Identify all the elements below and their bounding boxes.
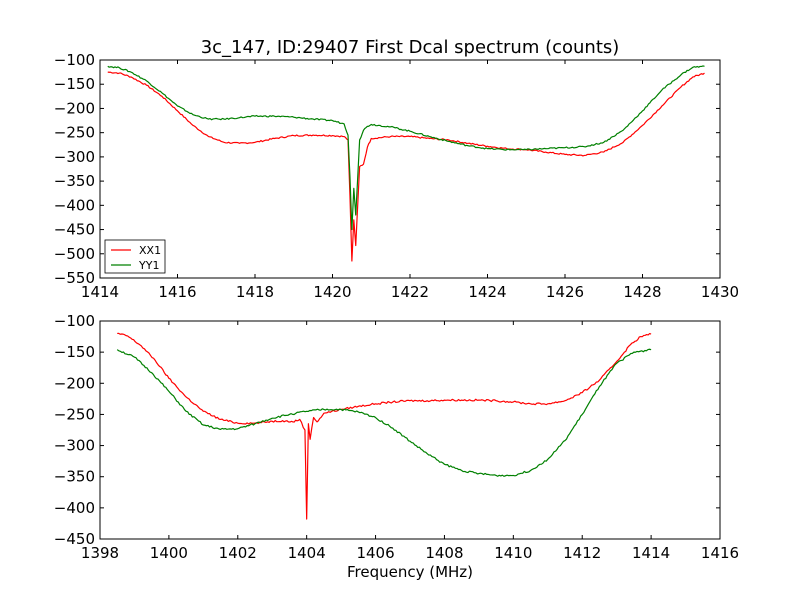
x-axis-label: Frequency (MHz) bbox=[347, 563, 473, 581]
y-tick-label: −350 bbox=[54, 468, 95, 486]
chart-title: 3c_147, ID:29407 First Dcal spectrum (co… bbox=[201, 37, 620, 58]
x-tick-label: 1414 bbox=[81, 283, 119, 301]
legend-box bbox=[104, 239, 166, 274]
x-tick-label: 1420 bbox=[313, 283, 351, 301]
legend-label-xx1: XX1 bbox=[139, 244, 161, 257]
x-tick-label: 1416 bbox=[158, 283, 196, 301]
x-tick-label: 1418 bbox=[236, 283, 274, 301]
x-tick-label: 1410 bbox=[494, 544, 532, 562]
x-tick-label: 1406 bbox=[356, 544, 394, 562]
x-tick-label: 1402 bbox=[219, 544, 257, 562]
y-tick-label: −300 bbox=[54, 437, 95, 455]
legend-label-yy1: YY1 bbox=[138, 259, 159, 272]
y-tick-label: −450 bbox=[54, 530, 95, 548]
y-tick-label: −100 bbox=[54, 51, 95, 69]
y-tick-label: −250 bbox=[54, 124, 95, 142]
y-tick-label: −100 bbox=[54, 312, 95, 330]
x-tick-label: 1428 bbox=[623, 283, 661, 301]
y-tick-label: −150 bbox=[54, 75, 95, 93]
y-tick-label: −500 bbox=[54, 245, 95, 263]
series-line-yy1 bbox=[107, 65, 705, 231]
bottom-plot: 1398 1400 1402 1404 1406 1408 1410 1412 1414 1416… bbox=[54, 312, 739, 562]
x-tick-label: 1414 bbox=[632, 544, 670, 562]
y-tick-label: −400 bbox=[54, 499, 95, 517]
y-tick-label: −350 bbox=[54, 172, 95, 190]
y-tick-label: −400 bbox=[54, 196, 95, 214]
y-tick-label: −150 bbox=[54, 343, 95, 361]
series-line-xx1 bbox=[107, 71, 705, 262]
x-tick-label: 1408 bbox=[425, 544, 463, 562]
y-tick-label: −200 bbox=[54, 99, 95, 117]
y-tick-label: −300 bbox=[54, 148, 95, 166]
y-tick-label: −200 bbox=[54, 374, 95, 392]
series-line-red bbox=[117, 332, 652, 520]
y-tick-label: −550 bbox=[54, 269, 95, 287]
x-tick-label: 1398 bbox=[81, 544, 119, 562]
x-tick-label: 1426 bbox=[546, 283, 584, 301]
x-tick-label: 1424 bbox=[468, 283, 506, 301]
y-tick-label: −450 bbox=[54, 221, 95, 239]
series-line-green bbox=[116, 348, 652, 477]
x-tick-label: 1412 bbox=[563, 544, 601, 562]
top-plot: 1414 1416 1418 1420 1422 1424 1426 1428 1430 −100… bbox=[54, 51, 739, 301]
x-tick-label: 1416 bbox=[701, 544, 739, 562]
y-tick-label: −250 bbox=[54, 405, 95, 423]
x-tick-label: 1422 bbox=[391, 283, 429, 301]
x-tick-label: 1430 bbox=[701, 283, 739, 301]
axes-frame bbox=[99, 320, 721, 540]
x-tick-label: 1400 bbox=[150, 544, 188, 562]
x-tick-label: 1404 bbox=[288, 544, 326, 562]
